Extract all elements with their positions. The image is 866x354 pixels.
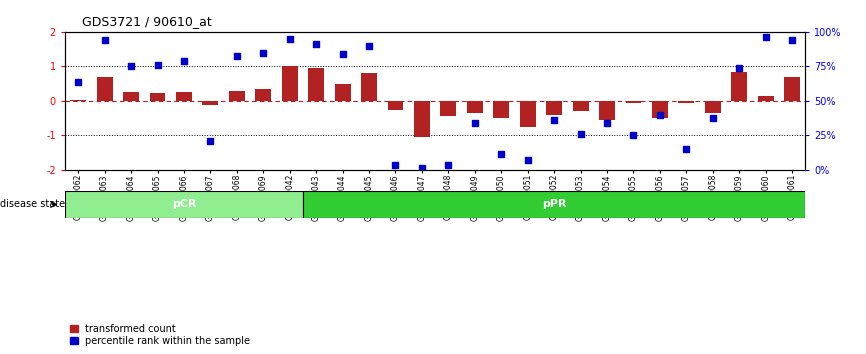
- Bar: [467, 101, 482, 113]
- Bar: [308, 68, 324, 101]
- Text: disease state: disease state: [0, 199, 65, 210]
- Point: [309, 41, 323, 47]
- Text: pPR: pPR: [542, 199, 566, 210]
- Bar: [785, 77, 800, 101]
- Point: [442, 162, 456, 167]
- Bar: [625, 101, 642, 103]
- Bar: [414, 101, 430, 137]
- Point: [785, 38, 799, 43]
- Point: [494, 152, 508, 157]
- Bar: [97, 77, 113, 101]
- Bar: [281, 67, 298, 101]
- Point: [151, 62, 165, 68]
- Point: [229, 53, 243, 59]
- Bar: [303, 191, 805, 218]
- Bar: [65, 191, 303, 218]
- Bar: [520, 101, 536, 127]
- Legend: transformed count, percentile rank within the sample: transformed count, percentile rank withi…: [70, 324, 250, 346]
- Point: [204, 138, 217, 143]
- Bar: [572, 101, 589, 111]
- Bar: [441, 101, 456, 116]
- Bar: [758, 96, 773, 101]
- Point: [124, 64, 138, 69]
- Bar: [176, 92, 192, 101]
- Point: [547, 117, 561, 123]
- Point: [177, 58, 191, 64]
- Bar: [731, 72, 747, 101]
- Point: [336, 51, 350, 57]
- Bar: [361, 73, 377, 101]
- Point: [653, 112, 667, 118]
- Bar: [255, 89, 271, 101]
- Point: [680, 147, 694, 152]
- Point: [389, 162, 403, 167]
- Bar: [599, 101, 615, 120]
- Point: [415, 165, 429, 171]
- Point: [520, 157, 534, 162]
- Bar: [705, 101, 721, 113]
- Bar: [494, 101, 509, 118]
- Point: [256, 50, 270, 56]
- Point: [573, 131, 587, 137]
- Point: [600, 120, 614, 126]
- Point: [98, 38, 112, 43]
- Bar: [652, 101, 668, 118]
- Point: [71, 79, 85, 85]
- Point: [733, 65, 746, 71]
- Text: GDS3721 / 90610_at: GDS3721 / 90610_at: [82, 15, 212, 28]
- Point: [627, 132, 641, 138]
- Bar: [150, 93, 165, 101]
- Point: [706, 115, 720, 121]
- Bar: [678, 101, 695, 103]
- Bar: [546, 101, 562, 115]
- Point: [283, 36, 297, 41]
- Bar: [70, 100, 86, 101]
- Text: pCR: pCR: [171, 199, 197, 210]
- Bar: [229, 91, 245, 101]
- Point: [362, 43, 376, 48]
- Point: [759, 34, 772, 40]
- Bar: [334, 84, 351, 101]
- Bar: [123, 92, 139, 101]
- Point: [468, 120, 481, 126]
- Bar: [388, 101, 404, 109]
- Bar: [203, 101, 218, 105]
